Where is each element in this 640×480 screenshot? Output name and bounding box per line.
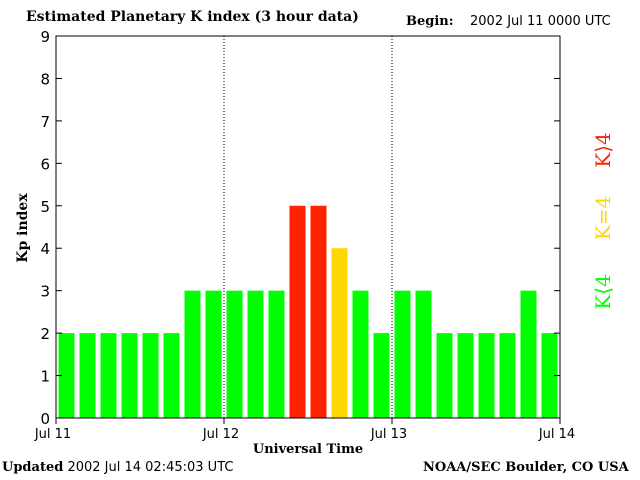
kp-bar xyxy=(289,205,306,418)
y-tick-label: 8 xyxy=(40,70,50,88)
kp-bar xyxy=(268,290,285,418)
y-tick-label: 6 xyxy=(40,155,50,173)
kp-bar xyxy=(310,205,327,418)
kp-bar xyxy=(58,333,75,418)
kp-bar xyxy=(478,333,495,418)
kp-bar xyxy=(394,290,411,418)
y-tick-label: 9 xyxy=(40,28,50,46)
kp-bar xyxy=(541,333,558,418)
kp-bar xyxy=(79,333,96,418)
kp-bar xyxy=(121,333,138,418)
y-tick-label: 7 xyxy=(40,113,50,131)
x-tick-label: Jul 11 xyxy=(34,427,71,442)
updated-label: Updated xyxy=(2,460,64,475)
x-tick-label: Jul 14 xyxy=(538,427,575,442)
legend-k-equal-label: K=4 xyxy=(591,195,615,241)
kp-bar xyxy=(499,333,516,418)
x-tick-label: Jul 12 xyxy=(202,427,239,442)
legend-k-greater-label: K⟩4 xyxy=(591,132,615,168)
begin-label: Begin: xyxy=(406,14,454,29)
kp-bar xyxy=(247,290,264,418)
y-axis-label: Kp index xyxy=(15,193,31,263)
kp-bar xyxy=(436,333,453,418)
kp-bar xyxy=(100,333,117,418)
kp-bar xyxy=(352,290,369,418)
legend-k-less-label: K⟨4 xyxy=(591,274,615,310)
x-tick-label: Jul 13 xyxy=(370,427,407,442)
plot-frame xyxy=(55,35,561,419)
kp-bar xyxy=(163,333,180,418)
y-axis-ticks: 0 1 2 3 4 5 6 7 8 9 xyxy=(40,28,560,428)
updated-stamp: Updated 2002 Jul 14 02:45:03 UTC xyxy=(2,460,233,475)
kp-bar xyxy=(520,290,537,418)
bars-layer xyxy=(58,205,558,418)
x-axis-ticks: Jul 11 Jul 12 Jul 13 Jul 14 xyxy=(34,418,575,442)
y-tick-label: 2 xyxy=(40,325,50,343)
y-tick-label: 0 xyxy=(40,410,50,428)
updated-value: 2002 Jul 14 02:45:03 UTC xyxy=(67,460,234,475)
y-tick-label: 5 xyxy=(40,198,50,216)
source-credit: NOAA/SEC Boulder, CO USA xyxy=(423,460,629,475)
kp-bar xyxy=(142,333,159,418)
kp-bar xyxy=(457,333,474,418)
kp-bar xyxy=(415,290,432,418)
kp-bar xyxy=(331,248,348,418)
begin-value: 2002 Jul 11 0000 UTC xyxy=(470,14,611,29)
y-tick-label: 4 xyxy=(40,240,50,258)
kp-bar xyxy=(373,333,390,418)
day-dividers xyxy=(223,36,393,418)
kp-bar xyxy=(205,290,222,418)
x-axis-label: Universal Time xyxy=(253,442,363,457)
kp-bar xyxy=(184,290,201,418)
chart-title: Estimated Planetary K index (3 hour data… xyxy=(26,9,359,25)
y-tick-label: 1 xyxy=(40,368,50,386)
kp-bar xyxy=(226,290,243,418)
y-tick-label: 3 xyxy=(40,283,50,301)
